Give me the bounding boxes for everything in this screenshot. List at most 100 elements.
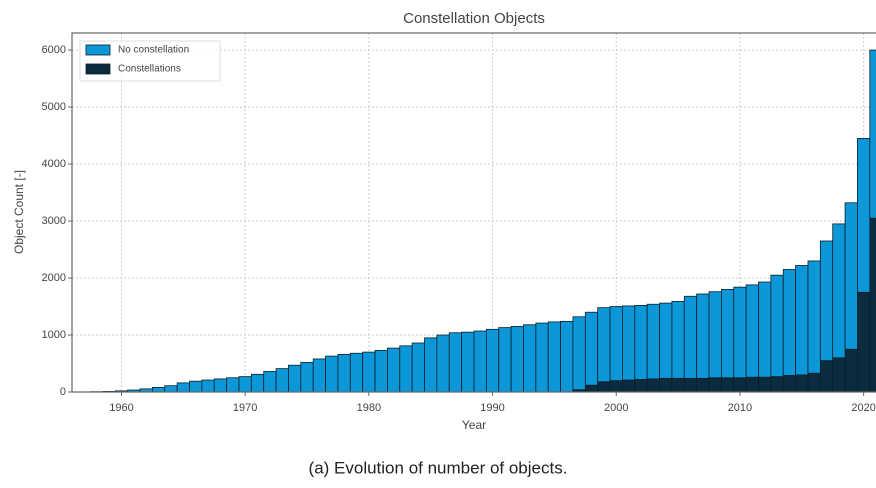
bar bbox=[511, 326, 523, 392]
bar bbox=[647, 379, 659, 392]
bar bbox=[783, 375, 795, 392]
x-tick-label: 2020 bbox=[851, 402, 875, 414]
bar bbox=[808, 373, 820, 392]
bar bbox=[523, 325, 535, 392]
bar bbox=[474, 331, 486, 392]
bar bbox=[202, 380, 214, 392]
x-tick-label: 1980 bbox=[357, 402, 381, 414]
bar bbox=[647, 304, 659, 379]
bar bbox=[746, 377, 758, 392]
x-tick-label: 2010 bbox=[728, 402, 752, 414]
bar bbox=[190, 381, 202, 392]
bar bbox=[165, 386, 177, 392]
bar bbox=[697, 378, 709, 392]
bar bbox=[721, 289, 733, 377]
legend-label: Constellations bbox=[118, 64, 181, 75]
bar bbox=[820, 361, 832, 392]
bar bbox=[486, 329, 498, 392]
bar bbox=[796, 375, 808, 392]
bar bbox=[635, 379, 647, 392]
bar bbox=[672, 378, 684, 392]
bar bbox=[227, 378, 239, 392]
bar bbox=[276, 369, 288, 392]
bar bbox=[573, 317, 585, 390]
x-tick-label: 1960 bbox=[109, 402, 133, 414]
bar bbox=[771, 275, 783, 376]
bar bbox=[350, 353, 362, 392]
x-tick-label: 1970 bbox=[233, 402, 257, 414]
bar bbox=[709, 378, 721, 392]
y-tick-label: 5000 bbox=[42, 101, 66, 113]
bar bbox=[672, 301, 684, 378]
bar bbox=[610, 307, 622, 381]
y-tick-label: 0 bbox=[60, 386, 66, 398]
bar bbox=[622, 380, 634, 392]
x-axis-label: Year bbox=[462, 418, 486, 432]
bar bbox=[239, 377, 251, 392]
bar bbox=[536, 323, 548, 392]
bar bbox=[833, 224, 845, 358]
bar bbox=[152, 387, 164, 392]
bar bbox=[833, 358, 845, 392]
bar bbox=[264, 371, 276, 392]
bar bbox=[857, 292, 869, 392]
bar bbox=[338, 354, 350, 392]
caption: (a) Evolution of number of objects. bbox=[309, 458, 568, 477]
bar bbox=[598, 382, 610, 392]
bar bbox=[177, 383, 189, 392]
legend-swatch bbox=[86, 64, 110, 74]
bar bbox=[771, 377, 783, 392]
bar bbox=[412, 343, 424, 392]
bar bbox=[870, 50, 876, 218]
bar bbox=[214, 379, 226, 392]
bar bbox=[449, 333, 461, 392]
bar bbox=[684, 378, 696, 392]
bar bbox=[251, 374, 263, 392]
bar bbox=[363, 352, 375, 392]
y-tick-label: 4000 bbox=[42, 158, 66, 170]
bar bbox=[709, 292, 721, 378]
bar bbox=[548, 322, 560, 392]
bar bbox=[437, 335, 449, 392]
bar bbox=[684, 296, 696, 378]
y-tick-label: 2000 bbox=[42, 272, 66, 284]
x-tick-label: 2000 bbox=[604, 402, 628, 414]
bar bbox=[758, 377, 770, 392]
bar bbox=[585, 312, 597, 385]
bar bbox=[288, 365, 300, 392]
bar bbox=[783, 269, 795, 375]
bar bbox=[610, 381, 622, 392]
bar bbox=[622, 306, 634, 380]
bar bbox=[635, 305, 647, 379]
chart-title: Constellation Objects bbox=[403, 10, 545, 27]
bar bbox=[734, 287, 746, 378]
bar bbox=[598, 308, 610, 382]
bar bbox=[585, 385, 597, 392]
bar bbox=[660, 378, 672, 392]
bar bbox=[721, 378, 733, 392]
bar bbox=[326, 356, 338, 392]
bar bbox=[697, 294, 709, 378]
legend-swatch bbox=[86, 45, 110, 55]
y-tick-label: 1000 bbox=[42, 329, 66, 341]
bar bbox=[870, 218, 876, 392]
bar bbox=[808, 261, 820, 373]
bar bbox=[499, 328, 511, 392]
bar bbox=[425, 338, 437, 392]
bar bbox=[746, 285, 758, 377]
bar bbox=[845, 203, 857, 349]
bar bbox=[400, 346, 412, 392]
bar bbox=[796, 265, 808, 374]
x-tick-label: 1990 bbox=[480, 402, 504, 414]
bar bbox=[660, 303, 672, 378]
bar bbox=[375, 350, 387, 392]
y-axis-label: Object Count [-] bbox=[12, 170, 26, 254]
y-tick-label: 6000 bbox=[42, 44, 66, 56]
bar bbox=[301, 362, 313, 392]
y-tick-label: 3000 bbox=[42, 215, 66, 227]
bar bbox=[462, 332, 474, 392]
bar bbox=[561, 321, 573, 392]
bar bbox=[820, 241, 832, 361]
